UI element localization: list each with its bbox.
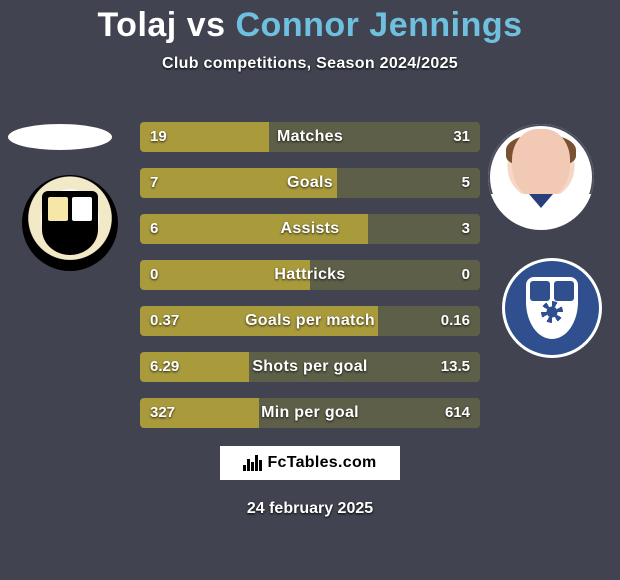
subtitle: Club competitions, Season 2024/2025 xyxy=(0,55,620,73)
chart-icon xyxy=(243,455,261,471)
brand-text: FcTables.com xyxy=(267,454,376,472)
stat-label: Goals per match xyxy=(140,306,480,336)
stat-label: Shots per goal xyxy=(140,352,480,382)
date-text: 24 february 2025 xyxy=(0,500,620,518)
stat-row: 63Assists xyxy=(140,214,480,244)
stat-row: 0.370.16Goals per match xyxy=(140,306,480,336)
stat-row: 1931Matches xyxy=(140,122,480,152)
title-vs: vs xyxy=(187,6,226,44)
player2-avatar xyxy=(488,124,594,230)
comparison-title: Tolaj vs Connor Jennings xyxy=(0,0,620,45)
stat-label: Matches xyxy=(140,122,480,152)
player1-avatar xyxy=(8,124,112,150)
stat-label: Hattricks xyxy=(140,260,480,290)
comparison-bars: 1931Matches 75Goals 63Assists 00Hattricks 0.… xyxy=(140,122,480,444)
stat-row: 75Goals xyxy=(140,168,480,198)
stat-label: Assists xyxy=(140,214,480,244)
stat-label: Min per goal xyxy=(140,398,480,428)
player1-name: Tolaj xyxy=(97,6,176,44)
player1-club-badge xyxy=(22,175,118,271)
brand-watermark: FcTables.com xyxy=(220,446,400,480)
player2-club-badge xyxy=(502,258,602,358)
stat-label: Goals xyxy=(140,168,480,198)
stat-row: 327614Min per goal xyxy=(140,398,480,428)
stat-row: 00Hattricks xyxy=(140,260,480,290)
stat-row: 6.2913.5Shots per goal xyxy=(140,352,480,382)
player2-name: Connor Jennings xyxy=(236,6,523,44)
